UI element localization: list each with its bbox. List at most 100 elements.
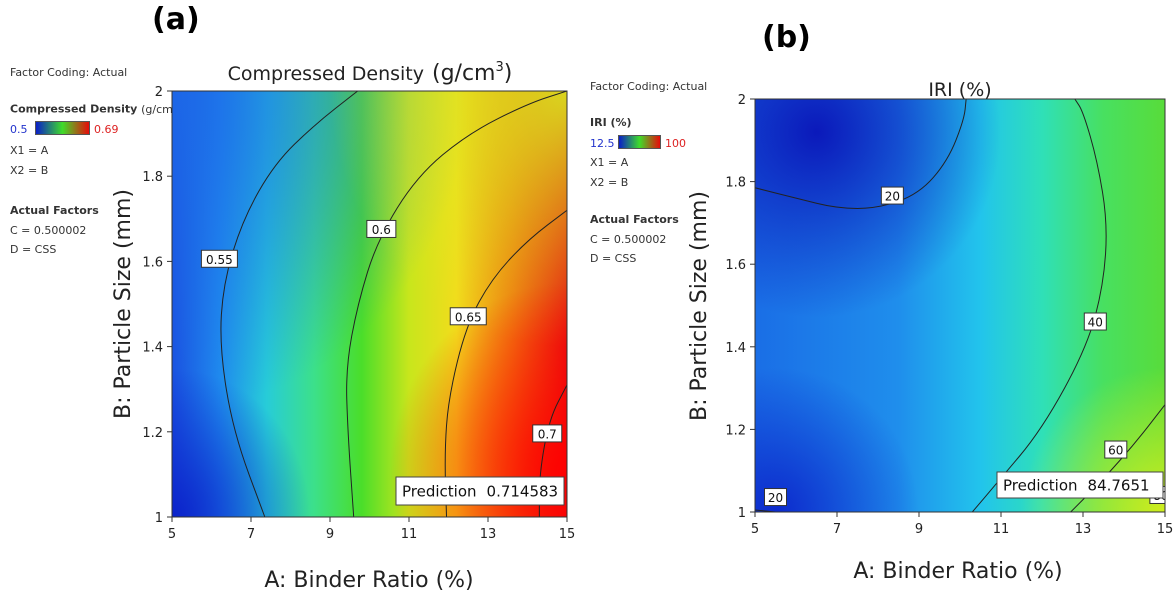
contour-label-box	[200, 249, 238, 268]
chart-1: 204060208057911131511.21.41.61.82A: Bind…	[687, 79, 1173, 584]
sidebar-b: Factor Coding: Actual IRI (%) 12.5 100 X…	[590, 0, 720, 270]
x2-mapping: X2 = B	[590, 176, 629, 189]
contour-label: 60	[1104, 440, 1128, 459]
y-tick-label: 1.2	[142, 426, 163, 441]
factor-c: C = 0.500002	[590, 233, 667, 246]
contour-label-text: 0.65	[455, 310, 482, 324]
x-tick-label: 5	[751, 522, 759, 537]
y-tick-label: 1.2	[725, 423, 746, 438]
factor-coding-label: Factor Coding: Actual	[10, 66, 128, 79]
contour-label-box	[532, 424, 563, 443]
x-tick-label: 13	[1075, 522, 1092, 537]
contour-label: 20	[880, 186, 904, 205]
x-tick-label: 7	[833, 522, 841, 537]
contour-label: 0.7	[532, 424, 563, 443]
y-tick-label: 1	[738, 506, 746, 521]
contour-label-box	[366, 219, 397, 238]
range-low-label: 0.5	[10, 123, 28, 136]
sidebar-a: Factor Coding: Actual Compressed Density…	[10, 0, 182, 260]
y-tick-label: 1.8	[142, 170, 163, 185]
x2-mapping: X2 = B	[10, 164, 49, 177]
prediction-text: Prediction 0.714583	[402, 483, 558, 501]
x1-mapping: X1 = A	[590, 156, 629, 169]
y-tick-label: 1	[155, 511, 163, 526]
contour-label: 0.6	[366, 219, 397, 238]
prediction-box	[395, 476, 565, 506]
chart-0: 0.55 0.6 0.65 0.7 5 7 9 11 13 15 1 1.2 1.4 1.6 1.8 2 A: …	[111, 60, 575, 593]
panel-a-tag: (a)	[152, 2, 200, 37]
plot-frame	[754, 98, 1166, 513]
x-tick-label: 9	[326, 527, 334, 542]
y-tick-label: 1.4	[142, 341, 163, 356]
x-tick-label: 5	[168, 527, 176, 542]
y-tick-label: 1.6	[725, 258, 746, 273]
prediction-box	[996, 471, 1164, 499]
contour-label: 40	[1083, 312, 1107, 331]
contour-label-text: 40	[1088, 316, 1103, 330]
contour-label-box	[1104, 440, 1128, 459]
contour-label-text: 0.6	[372, 223, 391, 237]
y-tick-label: 1.6	[142, 255, 163, 270]
contour-label-box	[880, 186, 904, 205]
chart-title-unit: (g/cm	[432, 61, 496, 86]
x-tick-label: 9	[915, 522, 923, 537]
y-axis-label: B: Particle Size (mm)	[687, 191, 712, 421]
heatmap-fill	[755, 99, 1165, 512]
x-tick-label: 15	[1157, 522, 1174, 537]
contour-line-0.7	[538, 384, 567, 517]
colorbar-b	[618, 135, 661, 149]
contour-line-0.55	[220, 91, 358, 517]
factor-d: D = CSS	[10, 243, 57, 256]
range-low-label: 12.5	[590, 137, 615, 150]
x-tick-label: 11	[993, 522, 1010, 537]
response-label: IRI (%)	[590, 116, 632, 129]
x-tick-label: 13	[480, 527, 497, 542]
contour-label-box	[764, 488, 787, 507]
chart-title: IRI (%)	[928, 79, 991, 101]
y-axis-label: B: Particle Size (mm)	[111, 189, 136, 419]
x-tick-label: 7	[247, 527, 255, 542]
chart-title-unit-close: )	[504, 61, 513, 86]
contour-label: 0.65	[449, 307, 487, 326]
y-tick-label: 1.4	[725, 341, 746, 356]
y-tick-label: 2	[155, 85, 163, 100]
colorbar-a	[35, 121, 90, 135]
contour-label-text: 60	[1108, 444, 1123, 458]
y-tick-label: 1.8	[725, 176, 746, 191]
panel-b-tag: (b)	[762, 20, 811, 55]
contour-label: 20	[764, 488, 787, 507]
contour-label-text: 0.7	[538, 427, 557, 441]
prediction-label: Prediction	[402, 483, 477, 501]
chart-title-main: IRI (%)	[928, 79, 991, 101]
x-axis-label: A: Binder Ratio (%)	[264, 568, 473, 593]
prediction-value: 0.714583	[487, 483, 559, 501]
factor-coding-label: Factor Coding: Actual	[590, 80, 708, 93]
heatmap-overlay	[172, 91, 567, 517]
response-name: Compressed Density	[10, 102, 138, 116]
factor-c: C = 0.500002	[10, 224, 87, 237]
contour-label: 0.55	[200, 249, 238, 268]
range-high-label: 0.69	[94, 123, 119, 136]
contour-line-20	[755, 99, 967, 209]
range-high-label: 100	[665, 137, 686, 150]
plot-frame	[171, 90, 568, 518]
factor-d: D = CSS	[590, 252, 637, 265]
x-tick-label: 11	[401, 527, 418, 542]
x-axis-label: A: Binder Ratio (%)	[853, 559, 1062, 584]
chart-title: Compressed Density (g/cm3)	[228, 60, 513, 86]
contour-label-text: 0.55	[206, 253, 233, 267]
actual-factors-heading: Actual Factors	[10, 204, 99, 217]
contour-line-0.6	[346, 91, 567, 517]
prediction-text: Prediction 84.7651	[1003, 477, 1150, 495]
heatmap-overlay	[755, 99, 1165, 512]
actual-factors-heading: Actual Factors	[590, 213, 679, 226]
contour-label-box	[1083, 312, 1107, 331]
x1-mapping: X1 = A	[10, 144, 49, 157]
response-unit: (g/cm	[141, 102, 173, 116]
contour-label-text: 20	[885, 190, 900, 204]
contour-label-box	[449, 307, 487, 326]
chart-title-unit-sup: 3	[496, 60, 504, 75]
heatmap-fill	[172, 91, 567, 517]
x-tick-label: 15	[559, 527, 576, 542]
